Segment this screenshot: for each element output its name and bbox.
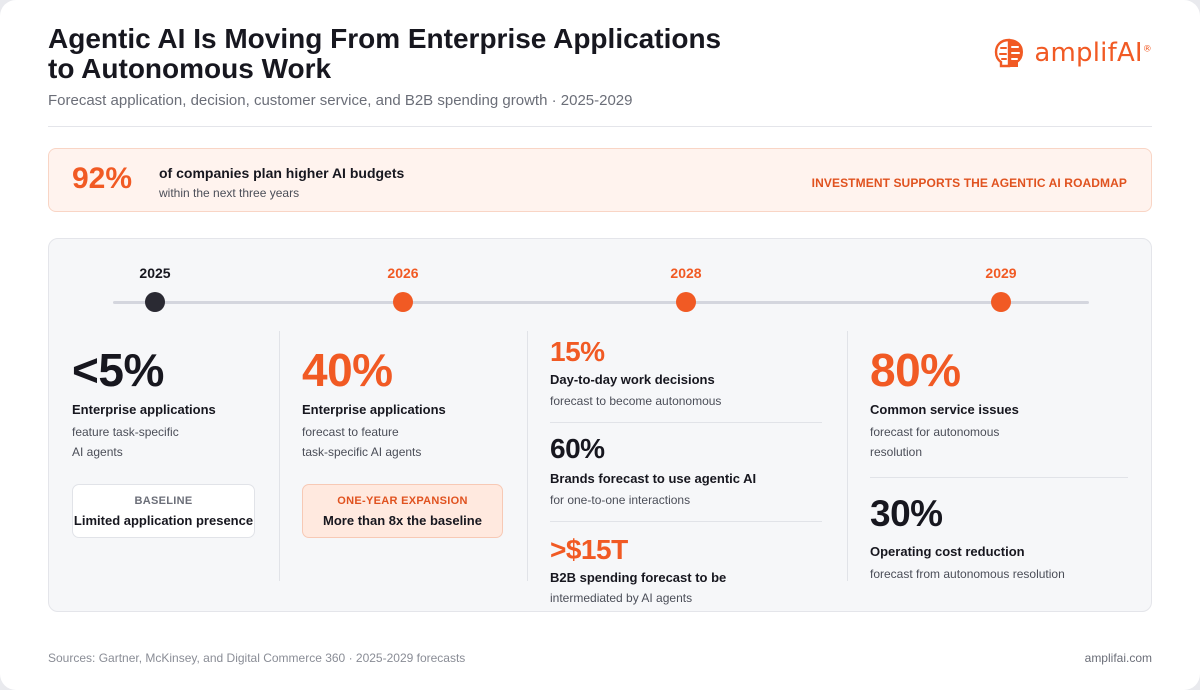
stat-2028-b2b-description: intermediated by AI agents	[550, 591, 693, 605]
logo-wordmark: amplifAI®	[1034, 38, 1152, 68]
stat-2025-label: Enterprise applications	[72, 402, 216, 417]
stat-2028-decisions-description: forecast to become autonomous	[550, 394, 722, 408]
sources-note: Sources: Gartner, McKinsey, and Digital …	[48, 651, 466, 665]
timeline-track	[113, 301, 1089, 304]
column-divider	[527, 331, 528, 581]
stat-2026-value: 40%	[302, 344, 393, 396]
year-2026-label: 2026	[387, 265, 419, 281]
banner-callout: INVESTMENT SUPPORTS THE AGENTIC AI ROADM…	[811, 176, 1127, 190]
budget-banner: 92% of companies plan higher AI budgets …	[48, 148, 1152, 212]
stat-2029-cost-label: Operating cost reduction	[870, 544, 1025, 559]
amplifai-logo[interactable]: amplifAI®	[992, 36, 1152, 70]
stat-divider	[870, 477, 1128, 478]
year-2025-label: 2025	[139, 265, 171, 281]
stat-2028-decisions-value: 15%	[550, 336, 605, 367]
expansion-box-text: More than 8x the baseline	[323, 513, 482, 528]
registered-mark: ®	[1142, 44, 1152, 55]
timeline-panel: 2025 2026 2028 2029 <5% Enterprise appli…	[48, 238, 1152, 612]
title-line-1: Agentic AI Is Moving From Enterprise App…	[48, 23, 722, 54]
baseline-box-text: Limited application presence	[73, 513, 254, 528]
header-divider	[48, 126, 1152, 127]
timeline-dot-2028	[676, 292, 696, 312]
stat-2026-label: Enterprise applications	[302, 402, 446, 417]
stat-2029-cost-description: forecast from autonomous resolution	[870, 567, 1065, 581]
stat-2025-description: feature task-specific AI agents	[72, 425, 179, 459]
baseline-box-title: BASELINE	[134, 495, 193, 507]
stat-2028-brands-label: Brands forecast to use agentic AI	[550, 471, 757, 486]
stat-2026-description: forecast to feature task-specific AI age…	[302, 425, 422, 459]
stat-2028-brands-description: for one-to-one interactions	[550, 493, 691, 507]
banner-subtext: within the next three years	[159, 186, 300, 200]
stat-2029-cost-value: 30%	[870, 493, 943, 534]
stat-2028-brands-value: 60%	[550, 433, 605, 464]
page-subtitle: Forecast application, decision, customer…	[48, 92, 633, 109]
stat-2028-decisions-label: Day-to-day work decisions	[550, 372, 715, 387]
page-title: Agentic AI Is Moving From Enterprise App…	[48, 24, 808, 84]
expansion-box: ONE-YEAR EXPANSION More than 8x the base…	[302, 484, 503, 538]
timeline-dot-2025	[145, 292, 165, 312]
year-2028-label: 2028	[670, 265, 702, 281]
column-divider	[279, 331, 280, 581]
banner-headline: of companies plan higher AI budgets	[159, 165, 405, 181]
expansion-box-title: ONE-YEAR EXPANSION	[337, 495, 468, 507]
site-link[interactable]: amplifai.com	[1084, 651, 1152, 665]
banner-percent: 92%	[72, 162, 133, 195]
stat-2025-value: <5%	[72, 344, 164, 396]
stat-divider	[550, 422, 822, 423]
brain-icon	[995, 38, 1024, 68]
timeline-dot-2029	[991, 292, 1011, 312]
year-2029-label: 2029	[985, 265, 1017, 281]
stat-2028-b2b-value: >$15T	[550, 534, 628, 565]
column-divider	[847, 331, 848, 581]
stat-2029-service-description: forecast for autonomous resolution	[870, 425, 1000, 459]
timeline-dot-2026	[393, 292, 413, 312]
stat-2028-b2b-label: B2B spending forecast to be	[550, 570, 727, 585]
stat-divider	[550, 521, 822, 522]
stat-2029-service-label: Common service issues	[870, 402, 1019, 417]
baseline-box: BASELINE Limited application presence	[72, 484, 255, 538]
stat-2029-service-value: 80%	[870, 344, 961, 396]
title-line-2: to Autonomous Work	[48, 53, 332, 84]
